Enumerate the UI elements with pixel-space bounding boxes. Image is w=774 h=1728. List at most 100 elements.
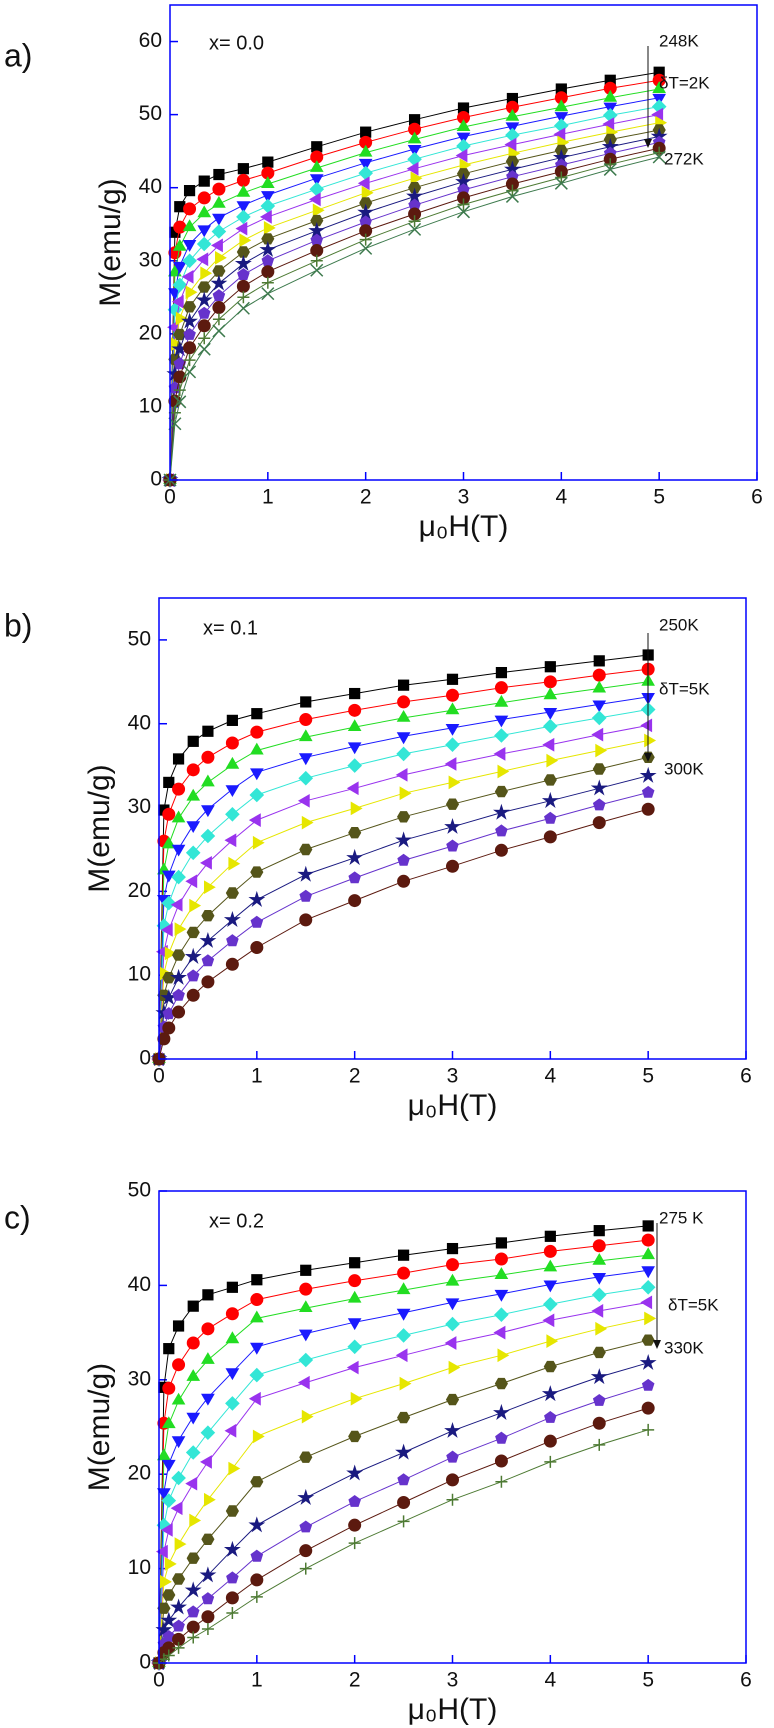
marker <box>162 1649 175 1662</box>
marker <box>201 1533 215 1545</box>
marker <box>157 1032 171 1046</box>
marker <box>493 747 506 761</box>
marker <box>494 843 508 857</box>
series-line <box>158 668 649 1060</box>
marker <box>593 1225 605 1237</box>
marker <box>297 794 310 808</box>
marker <box>197 319 211 333</box>
marker <box>595 743 608 758</box>
marker <box>397 1496 411 1510</box>
marker <box>595 1321 608 1336</box>
x-tick-label: 6 <box>751 486 763 509</box>
arrow-head <box>644 139 652 148</box>
marker <box>642 1423 655 1436</box>
marker <box>591 710 607 726</box>
marker <box>494 1377 508 1390</box>
marker <box>197 205 212 218</box>
marker <box>310 263 324 277</box>
marker <box>172 1573 186 1585</box>
marker <box>170 1501 183 1516</box>
marker <box>200 266 213 281</box>
marker <box>446 1258 459 1272</box>
marker <box>172 261 187 274</box>
plot-frame <box>158 597 747 1060</box>
marker <box>182 253 197 269</box>
marker <box>542 718 558 734</box>
marker <box>186 1605 200 1618</box>
marker <box>172 988 185 1001</box>
marker <box>225 1505 239 1517</box>
marker <box>210 238 223 253</box>
marker <box>543 687 558 700</box>
marker <box>189 898 202 913</box>
marker <box>640 1279 656 1295</box>
marker <box>225 806 240 822</box>
marker <box>505 127 520 143</box>
marker <box>346 848 364 866</box>
marker <box>494 715 509 728</box>
marker <box>248 813 261 827</box>
marker <box>506 184 519 197</box>
marker <box>183 202 197 216</box>
series-line <box>158 696 649 1060</box>
marker <box>348 1274 362 1288</box>
marker <box>184 947 202 964</box>
marker <box>639 1353 657 1370</box>
marker <box>168 406 181 419</box>
x-axis-label: μ₀H(T) <box>419 510 509 543</box>
marker <box>228 1461 241 1476</box>
marker <box>236 301 250 315</box>
arrow-head <box>653 1340 661 1349</box>
marker <box>497 1348 510 1363</box>
marker <box>644 1311 657 1326</box>
marker <box>212 313 225 326</box>
marker <box>250 866 264 878</box>
marker <box>505 108 520 121</box>
marker <box>172 1320 185 1332</box>
series-line <box>158 1269 649 1664</box>
marker <box>223 1540 241 1557</box>
marker <box>168 264 182 277</box>
marker <box>199 1566 217 1583</box>
marker <box>226 934 239 947</box>
marker <box>542 737 555 752</box>
series-line <box>158 681 649 1060</box>
marker <box>445 724 460 736</box>
marker <box>590 779 608 796</box>
marker <box>185 285 198 300</box>
marker <box>300 696 312 708</box>
marker <box>493 803 510 820</box>
marker <box>174 922 187 936</box>
marker <box>185 845 201 861</box>
marker <box>639 766 657 783</box>
marker <box>197 225 212 238</box>
series-line <box>158 724 649 1060</box>
marker <box>493 1325 506 1340</box>
marker <box>186 1620 200 1634</box>
y-tick-label: 40 <box>128 711 151 734</box>
marker <box>170 897 183 912</box>
marker <box>201 750 215 764</box>
marker <box>170 968 187 985</box>
marker <box>348 1518 362 1532</box>
marker <box>456 138 471 154</box>
marker <box>261 276 274 289</box>
marker <box>457 198 470 211</box>
marker <box>225 1331 240 1344</box>
panel: c) 0 1 2 3 4 5 6 0 10 20 30 40 50 μ₀H(T) M(emu/g) x= 0.2… <box>4 1179 752 1726</box>
marker <box>350 1391 363 1406</box>
marker <box>299 913 313 927</box>
marker <box>157 1488 171 1500</box>
marker <box>348 1537 361 1550</box>
marker <box>261 176 275 188</box>
marker <box>397 811 411 823</box>
marker <box>495 1237 508 1249</box>
marker <box>204 880 216 894</box>
marker <box>185 874 198 889</box>
marker <box>494 1267 509 1279</box>
marker <box>396 1328 411 1343</box>
marker <box>186 788 201 801</box>
y-tick-label: 10 <box>128 1556 151 1579</box>
marker <box>543 675 557 689</box>
marker <box>592 816 606 830</box>
